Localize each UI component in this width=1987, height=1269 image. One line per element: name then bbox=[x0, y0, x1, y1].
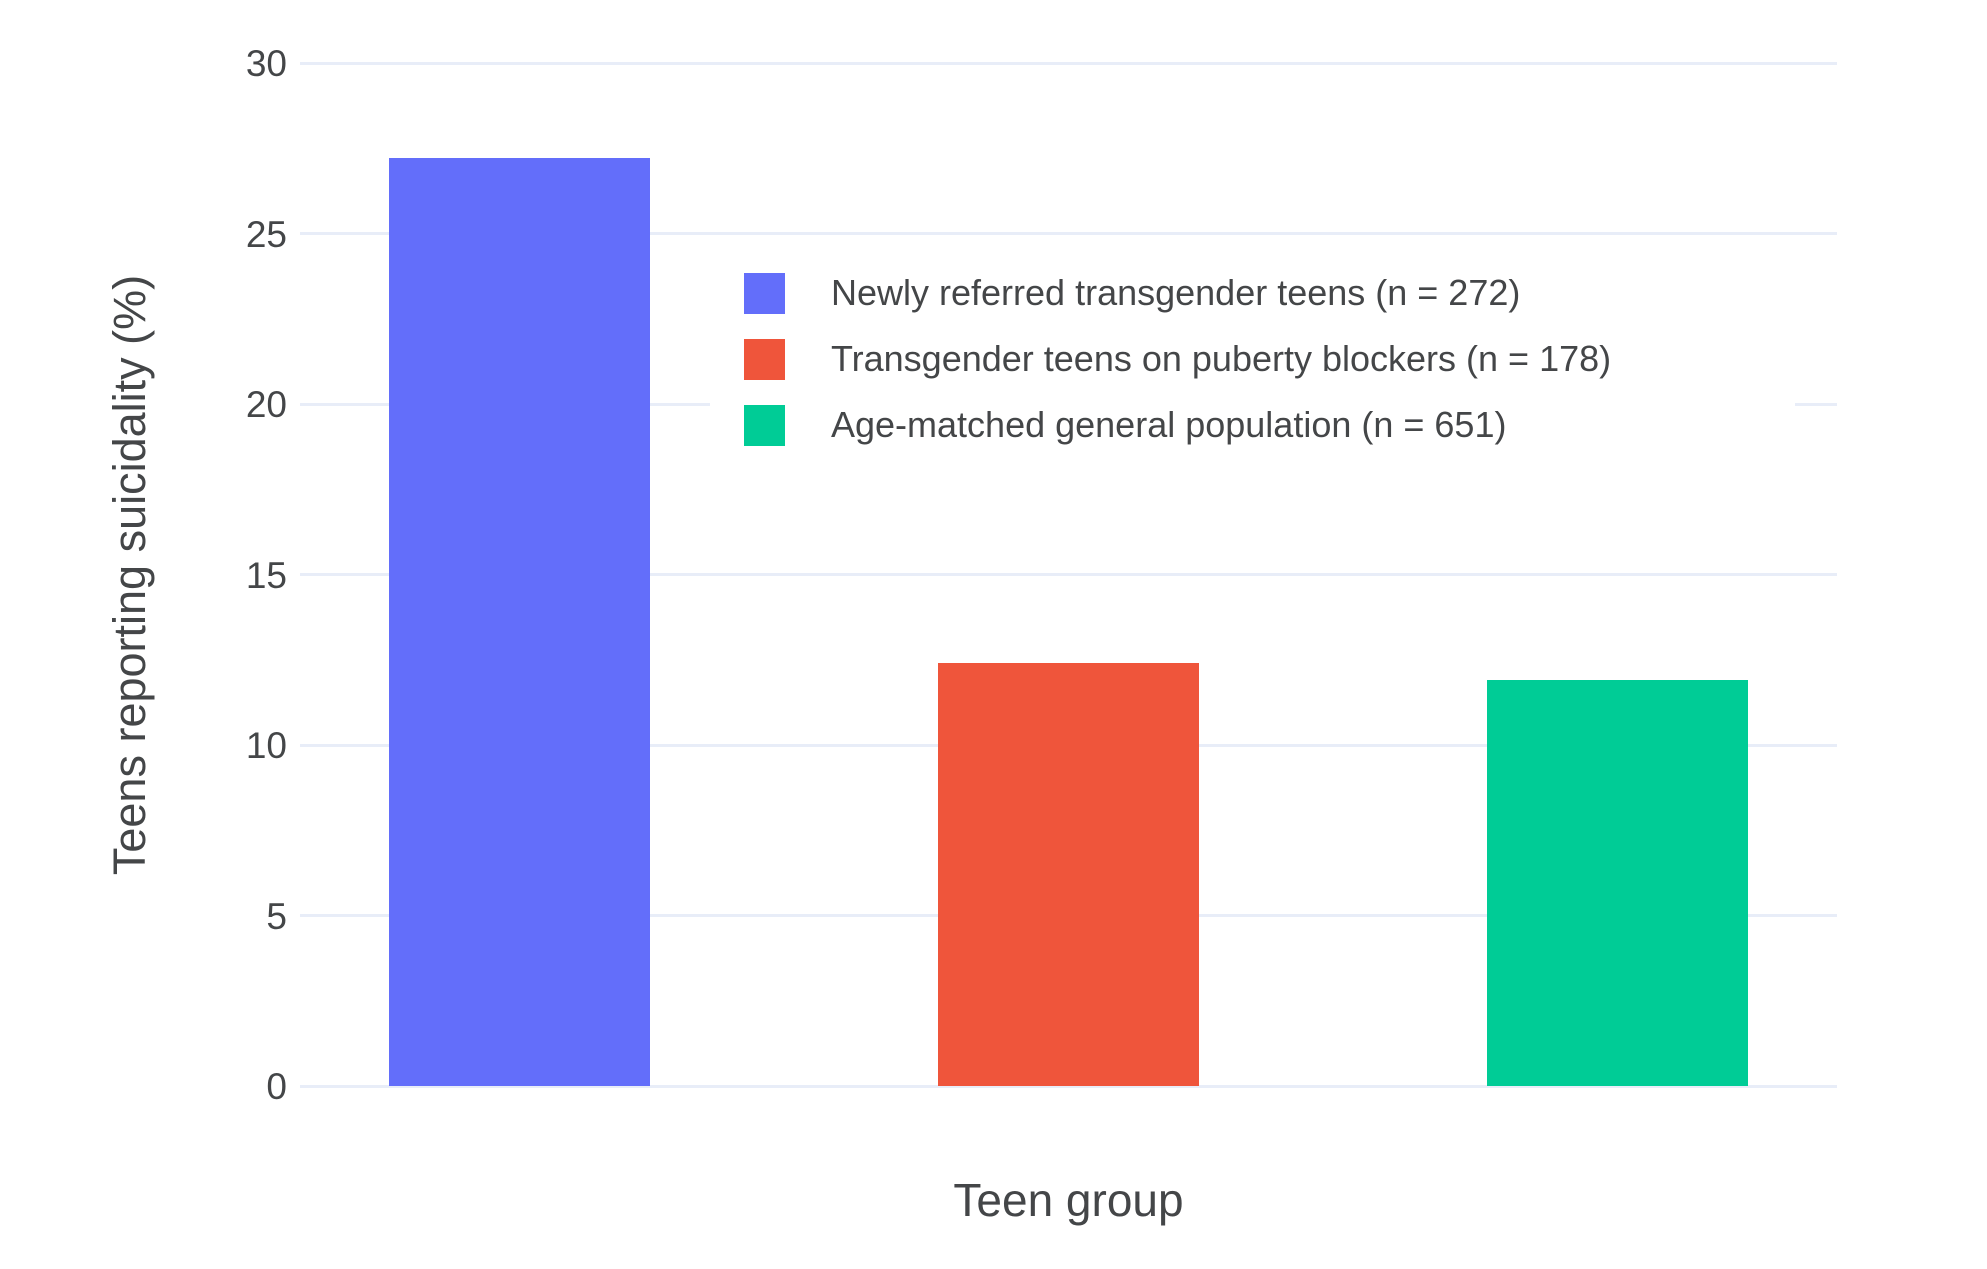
bar-1[interactable] bbox=[389, 158, 650, 1086]
bar-2[interactable] bbox=[938, 663, 1199, 1086]
y-axis-title-text: Teens reporting suicidality (%) bbox=[104, 274, 155, 876]
bar-3[interactable] bbox=[1487, 680, 1748, 1086]
legend: Newly referred transgender teens (n = 27… bbox=[710, 240, 1795, 472]
y-tick-label-5: 5 bbox=[266, 896, 287, 937]
legend-item-label: Newly referred transgender teens (n = 27… bbox=[831, 272, 1521, 313]
legend-item-label: Transgender teens on puberty blockers (n… bbox=[831, 338, 1612, 379]
legend-swatch-icon bbox=[744, 404, 785, 446]
y-tick-label-10: 10 bbox=[245, 725, 287, 766]
legend-item-2[interactable]: Transgender teens on puberty blockers (n… bbox=[744, 326, 1795, 392]
y-tick-label-30: 30 bbox=[245, 43, 287, 84]
legend-swatch-icon bbox=[744, 338, 785, 380]
legend-item-label: Age-matched general population (n = 651) bbox=[831, 404, 1507, 445]
legend-item-3[interactable]: Age-matched general population (n = 651) bbox=[744, 392, 1795, 458]
y-tick-label-20: 20 bbox=[245, 384, 287, 425]
legend-item-1[interactable]: Newly referred transgender teens (n = 27… bbox=[744, 260, 1795, 326]
gridline-y-25 bbox=[300, 232, 1837, 235]
y-tick-label-0: 0 bbox=[266, 1066, 287, 1107]
y-tick-label-15: 15 bbox=[245, 555, 287, 596]
legend-swatch-icon bbox=[744, 272, 785, 314]
x-axis-title: Teen group bbox=[953, 1174, 1184, 1226]
gridline-y-15 bbox=[300, 573, 1837, 576]
gridline-y-0 bbox=[300, 1085, 1837, 1088]
gridline-y-30 bbox=[300, 62, 1837, 65]
y-tick-label-25: 25 bbox=[245, 214, 287, 255]
